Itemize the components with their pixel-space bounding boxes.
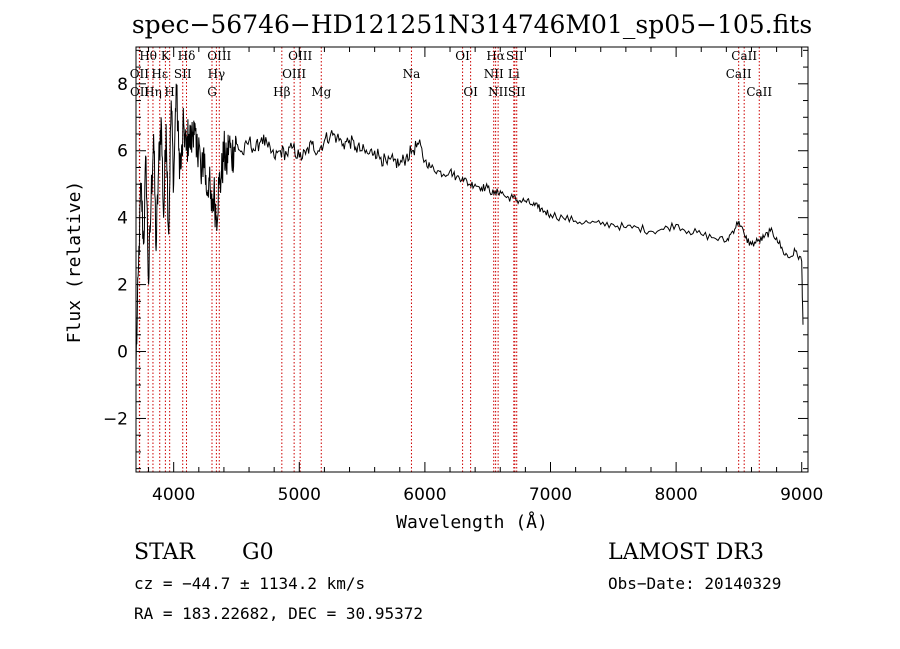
x-tick-label: 7000 <box>529 485 572 505</box>
marker-label: CaII <box>726 67 752 81</box>
x-tick-label: 8000 <box>654 485 697 505</box>
x-tick-label: 5000 <box>278 485 321 505</box>
marker-label: OIII <box>282 67 306 81</box>
marker-label: SII <box>508 85 526 99</box>
marker-label: Hδ <box>178 49 196 63</box>
observation-date: Obs−Date: 20140329 <box>608 574 782 593</box>
marker-label: SII <box>174 67 192 81</box>
spectrum-line <box>135 83 804 369</box>
series-group <box>135 83 804 369</box>
x-tick-label: 6000 <box>403 485 446 505</box>
survey-name: LAMOST DR3 <box>608 540 764 565</box>
spectral-subclass: G0 <box>242 540 274 565</box>
marker-label: H <box>164 85 174 99</box>
chart-title: spec−56746−HD121251N314746M01_sp05−105.f… <box>132 10 812 39</box>
x-axis-label: Wavelength (Å) <box>396 511 548 533</box>
marker-label: OI <box>455 49 470 63</box>
marker-label: Hβ <box>273 85 290 99</box>
x-tick-label: 9000 <box>780 485 823 505</box>
x-axis: 4000 5000 6000 7000 8000 9000 <box>148 47 823 505</box>
marker-label: SII <box>506 49 524 63</box>
y-axis-label: Flux (relative) <box>64 181 85 344</box>
marker-label: Hγ <box>208 67 226 81</box>
marker-label: OI <box>463 85 478 99</box>
marker-label: OII <box>130 85 150 99</box>
y-tick-label: −2 <box>103 409 128 429</box>
coordinates-readout: RA = 183.22682, DEC = 30.95372 <box>134 604 423 623</box>
marker-label: NII <box>484 67 504 81</box>
marker-label: CaII <box>731 49 757 63</box>
marker-label: Hθ <box>139 49 157 63</box>
marker-label: OIII <box>288 49 312 63</box>
marker-label: K <box>161 49 171 63</box>
plot-frame <box>135 46 809 473</box>
marker-label: CaII <box>746 85 772 99</box>
marker-label: NII <box>488 85 508 99</box>
marker-label: G <box>207 85 217 99</box>
marker-label: Hα <box>486 49 505 63</box>
marker-label: OII <box>130 67 150 81</box>
y-tick-label: 2 <box>117 276 128 296</box>
y-axis: −2 0 2 4 6 8 <box>103 49 808 470</box>
marker-label: Mg <box>311 85 331 99</box>
marker-label: OIII <box>207 49 231 63</box>
y-tick-label: 6 <box>117 142 128 162</box>
y-tick-label: 4 <box>117 209 128 229</box>
y-tick-label: 8 <box>117 75 128 95</box>
marker-label: Hε <box>151 67 168 81</box>
marker-label: Li <box>508 67 520 81</box>
y-tick-label: 0 <box>117 343 128 363</box>
marker-label: Hη <box>144 85 162 99</box>
redshift-readout: cz = −44.7 ± 1134.2 km/s <box>134 574 366 593</box>
object-class: STAR <box>134 540 195 565</box>
x-tick-label: 4000 <box>152 485 195 505</box>
marker-label: Na <box>403 67 421 81</box>
